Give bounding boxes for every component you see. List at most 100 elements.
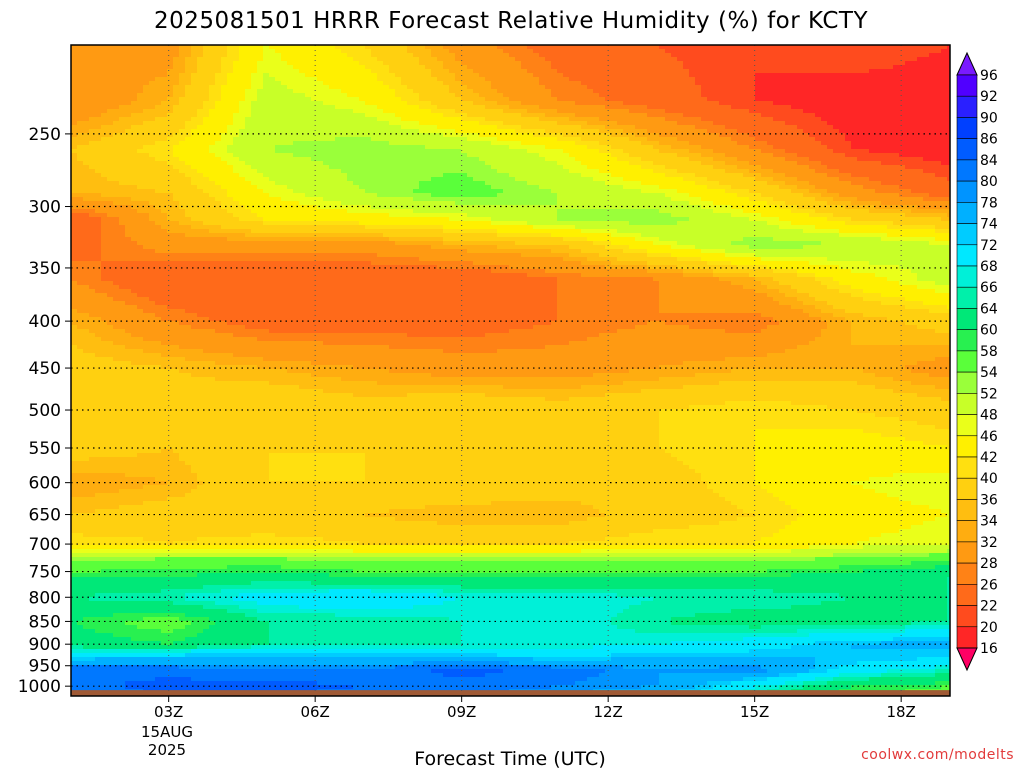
heatmap-cell <box>767 69 774 74</box>
heatmap-cell <box>599 57 606 62</box>
heatmap-cell <box>647 133 654 138</box>
heatmap-cell <box>269 93 276 98</box>
heatmap-cell <box>779 105 786 110</box>
heatmap-cell <box>227 109 234 114</box>
heatmap-cell <box>593 101 600 106</box>
heatmap-cell <box>635 73 642 78</box>
heatmap-cell <box>185 53 192 58</box>
heatmap-cell <box>335 113 342 118</box>
heatmap-cell <box>719 121 726 126</box>
heatmap-cell <box>671 129 678 134</box>
heatmap-cell <box>509 153 516 158</box>
heatmap-cell <box>689 141 696 146</box>
heatmap-cell <box>299 177 306 182</box>
heatmap-cell <box>917 105 924 110</box>
heatmap-cell <box>317 169 324 174</box>
heatmap-cell <box>113 169 120 174</box>
heatmap-cell <box>839 137 846 142</box>
heatmap-cell <box>137 129 144 134</box>
heatmap-cell <box>743 49 750 54</box>
heatmap-cell <box>293 137 300 142</box>
heatmap-cell <box>743 65 750 70</box>
heatmap-cell <box>491 101 498 106</box>
heatmap-cell <box>767 129 774 134</box>
heatmap-cell <box>467 177 474 182</box>
heatmap-cell <box>785 69 792 74</box>
heatmap-cell <box>491 73 498 78</box>
heatmap-cell <box>839 81 846 86</box>
heatmap-cell <box>875 85 882 90</box>
heatmap-cell <box>647 141 654 146</box>
heatmap-cell <box>101 117 108 122</box>
heatmap-cell <box>773 105 780 110</box>
heatmap-cell <box>425 73 432 78</box>
heatmap-cell <box>377 157 384 162</box>
heatmap-cell <box>371 77 378 82</box>
heatmap-cell <box>863 77 870 82</box>
heatmap-cell <box>215 169 222 174</box>
heatmap-cell <box>755 85 762 90</box>
heatmap-cell <box>593 93 600 98</box>
heatmap-cell <box>77 85 84 90</box>
heatmap-cell <box>785 77 792 82</box>
heatmap-cell <box>185 125 192 130</box>
heatmap-cell <box>401 85 408 90</box>
heatmap-cell <box>209 169 216 174</box>
heatmap-cell <box>443 141 450 146</box>
heatmap-cell <box>77 137 84 142</box>
heatmap-cell <box>683 165 690 170</box>
heatmap-cell <box>155 121 162 126</box>
heatmap-cell <box>815 77 822 82</box>
heatmap-cell <box>701 161 708 166</box>
heatmap-cell <box>731 53 738 58</box>
heatmap-cell <box>809 169 816 174</box>
heatmap-cell <box>809 161 816 166</box>
heatmap-cell <box>527 153 534 158</box>
heatmap-cell <box>809 109 816 114</box>
heatmap-cell <box>779 101 786 106</box>
heatmap-cell <box>125 93 132 98</box>
heatmap-cell <box>257 77 264 82</box>
heatmap-cell <box>821 109 828 114</box>
heatmap-cell <box>539 97 546 102</box>
heatmap-cell <box>107 121 114 126</box>
heatmap-cell <box>311 121 318 126</box>
heatmap-cell <box>245 109 252 114</box>
heatmap-cell <box>857 121 864 126</box>
heatmap-cell <box>275 73 282 78</box>
heatmap-cell <box>95 169 102 174</box>
heatmap-cell <box>737 85 744 90</box>
heatmap-cell <box>821 165 828 170</box>
heatmap-cell <box>95 81 102 86</box>
heatmap-cell <box>935 157 942 162</box>
heatmap-cell <box>209 89 216 94</box>
heatmap-cell <box>419 69 426 74</box>
heatmap-cell <box>347 173 354 178</box>
heatmap-cell <box>509 149 516 154</box>
heatmap-cell <box>887 81 894 86</box>
heatmap-cell <box>761 113 768 118</box>
heatmap-cell <box>257 161 264 166</box>
heatmap-cell <box>329 125 336 130</box>
heatmap-cell <box>131 101 138 106</box>
heatmap-cell <box>863 125 870 130</box>
heatmap-cell <box>893 101 900 106</box>
heatmap-cell <box>725 57 732 62</box>
heatmap-cell <box>197 177 204 182</box>
heatmap-cell <box>71 61 78 66</box>
heatmap-cell <box>737 157 744 162</box>
heatmap-cell <box>101 149 108 154</box>
heatmap-cell <box>611 105 618 110</box>
heatmap-cell <box>509 157 516 162</box>
heatmap-cell <box>179 113 186 118</box>
heatmap-cell <box>449 49 456 54</box>
heatmap-cell <box>143 61 150 66</box>
heatmap-cell <box>797 141 804 146</box>
heatmap-cell <box>143 109 150 114</box>
heatmap-cell <box>83 101 90 106</box>
heatmap-cell <box>119 105 126 110</box>
heatmap-cell <box>779 113 786 118</box>
heatmap-cell <box>851 113 858 118</box>
heatmap-cell <box>581 177 588 182</box>
heatmap-cell <box>941 109 948 114</box>
